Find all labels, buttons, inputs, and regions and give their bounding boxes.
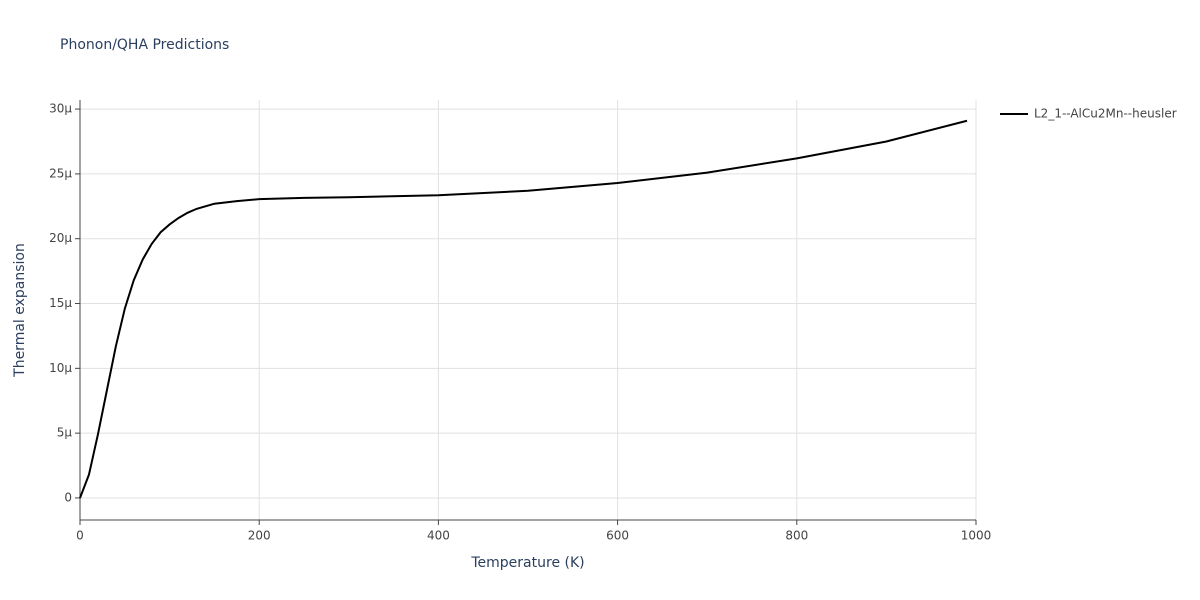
chart-title: Phonon/QHA Predictions <box>60 37 229 53</box>
legend-label: L2_1--AlCu2Mn--heusler <box>1034 107 1177 121</box>
y-tick-label: 10µ <box>49 361 72 375</box>
y-tick-label: 20µ <box>49 231 72 245</box>
x-tick-label: 200 <box>248 529 271 543</box>
y-tick-label: 15µ <box>49 296 72 310</box>
y-tick-label: 30µ <box>49 102 72 116</box>
x-tick-label: 800 <box>785 529 808 543</box>
x-tick-label: 1000 <box>961 529 992 543</box>
x-tick-label: 400 <box>427 529 450 543</box>
y-axis-title: Thermal expansion <box>12 243 28 378</box>
line-series <box>79 119 968 499</box>
y-tick-label: 0 <box>64 490 72 504</box>
y-tick-label: 5µ <box>57 426 73 440</box>
x-tick-label: 0 <box>76 529 84 543</box>
x-axis-title: Temperature (K) <box>470 555 584 571</box>
y-tick-label: 25µ <box>49 166 72 180</box>
x-tick-label: 600 <box>606 529 629 543</box>
